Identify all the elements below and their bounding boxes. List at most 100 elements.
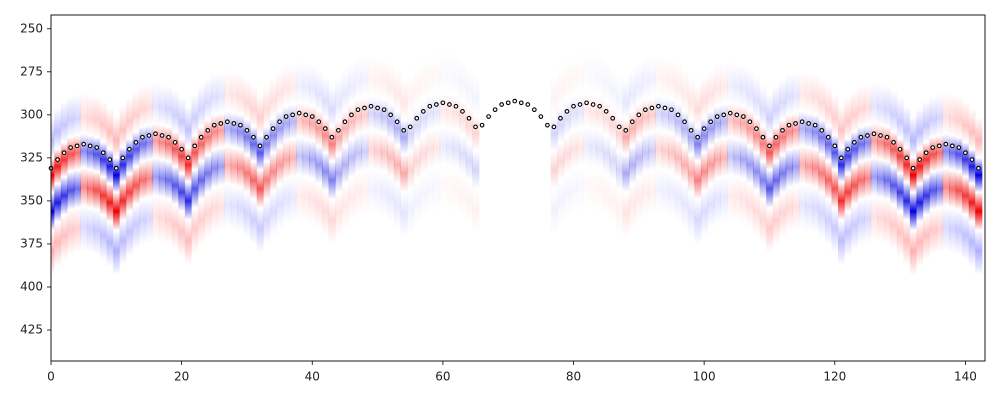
pick-point bbox=[264, 134, 269, 140]
pick-point bbox=[479, 122, 485, 128]
pick-point bbox=[499, 102, 505, 107]
wavelet bbox=[968, 107, 976, 281]
wavelet bbox=[191, 94, 199, 267]
wavelet bbox=[864, 83, 872, 256]
pick-point bbox=[198, 134, 204, 140]
x-tick-label: 80 bbox=[566, 370, 581, 384]
pick-point bbox=[538, 114, 544, 119]
pick-point bbox=[812, 122, 818, 128]
x-tick-label: 120 bbox=[823, 370, 846, 384]
wavelet bbox=[576, 52, 584, 226]
wavelet bbox=[393, 70, 402, 243]
wavelet bbox=[269, 76, 277, 250]
wavelet bbox=[668, 58, 676, 231]
pick-point bbox=[649, 105, 655, 111]
wavelet bbox=[113, 116, 121, 289]
pick-point bbox=[571, 103, 576, 109]
wavelet bbox=[720, 63, 728, 236]
wavelet bbox=[870, 82, 878, 255]
pick-point bbox=[362, 105, 367, 111]
pick-point bbox=[251, 134, 256, 140]
wavelet bbox=[975, 116, 983, 289]
pick-point bbox=[956, 145, 962, 150]
wavelet bbox=[197, 85, 206, 258]
pick-point bbox=[159, 133, 165, 138]
pick-point bbox=[342, 119, 348, 125]
wavelet bbox=[387, 63, 395, 236]
wavefield bbox=[51, 51, 983, 289]
wavelet bbox=[916, 107, 924, 281]
x-tick-label: 0 bbox=[47, 370, 55, 384]
wavelet bbox=[615, 75, 624, 248]
wavelet bbox=[106, 107, 114, 281]
pick-point bbox=[401, 127, 407, 133]
pick-point bbox=[786, 122, 792, 128]
pick-point bbox=[127, 146, 132, 152]
pick-point bbox=[434, 102, 439, 107]
wavelet bbox=[740, 64, 748, 238]
wavelet bbox=[315, 70, 323, 243]
pick-point bbox=[257, 143, 263, 149]
wavelet bbox=[596, 54, 604, 227]
pick-point bbox=[760, 134, 766, 140]
wavelet bbox=[687, 78, 695, 251]
wavelet bbox=[380, 58, 388, 231]
y-tick-label: 325 bbox=[20, 150, 43, 164]
wavelet bbox=[648, 56, 656, 229]
pick-point bbox=[486, 114, 491, 119]
wavelet bbox=[348, 63, 356, 236]
pick-point bbox=[963, 150, 968, 156]
pick-point bbox=[512, 98, 518, 104]
wavelet bbox=[942, 92, 950, 265]
pick-point bbox=[754, 126, 759, 131]
wavelet bbox=[335, 78, 343, 251]
pick-point bbox=[910, 165, 916, 171]
wavelet bbox=[367, 54, 375, 227]
wavelet bbox=[73, 94, 81, 267]
pick-point bbox=[884, 134, 890, 140]
wavelet bbox=[276, 70, 284, 243]
pick-point bbox=[231, 121, 237, 126]
pick-point bbox=[192, 143, 198, 149]
pick-point bbox=[172, 140, 178, 145]
wavelet bbox=[962, 101, 970, 274]
wavelet bbox=[132, 90, 140, 263]
wavelet bbox=[818, 78, 826, 251]
wavelet bbox=[165, 85, 173, 258]
pick-point bbox=[349, 112, 354, 118]
pick-point bbox=[388, 112, 393, 118]
wavelet bbox=[694, 85, 702, 258]
pick-point bbox=[120, 155, 126, 161]
pick-point bbox=[283, 114, 289, 119]
pick-point bbox=[218, 121, 224, 126]
pick-point bbox=[740, 114, 746, 119]
x-tick-label: 60 bbox=[435, 370, 450, 384]
wavelet bbox=[126, 97, 134, 270]
wavelet bbox=[308, 64, 317, 238]
wavelet bbox=[465, 66, 473, 239]
pick-point bbox=[721, 112, 727, 118]
y-tick-label: 250 bbox=[20, 21, 43, 35]
wavelet bbox=[903, 106, 911, 279]
pick-point bbox=[211, 122, 217, 128]
wavelet bbox=[844, 97, 852, 270]
wavelet bbox=[67, 95, 75, 269]
wavelet bbox=[400, 78, 408, 251]
wavelet bbox=[609, 66, 617, 239]
pick-point bbox=[224, 119, 230, 125]
wavelet bbox=[237, 73, 245, 246]
pick-point bbox=[74, 143, 80, 149]
pick-point bbox=[309, 114, 315, 119]
pick-point bbox=[936, 143, 942, 149]
plot-frame bbox=[50, 14, 986, 362]
wavelet bbox=[661, 56, 669, 229]
wavelet bbox=[439, 51, 447, 224]
wavelet bbox=[563, 59, 571, 232]
pick-point bbox=[623, 127, 629, 133]
pick-point bbox=[492, 107, 498, 113]
pick-point bbox=[773, 134, 779, 140]
pick-point bbox=[473, 124, 478, 130]
wavelet bbox=[642, 58, 650, 231]
pick-point bbox=[355, 107, 361, 113]
pick-point bbox=[375, 105, 380, 111]
